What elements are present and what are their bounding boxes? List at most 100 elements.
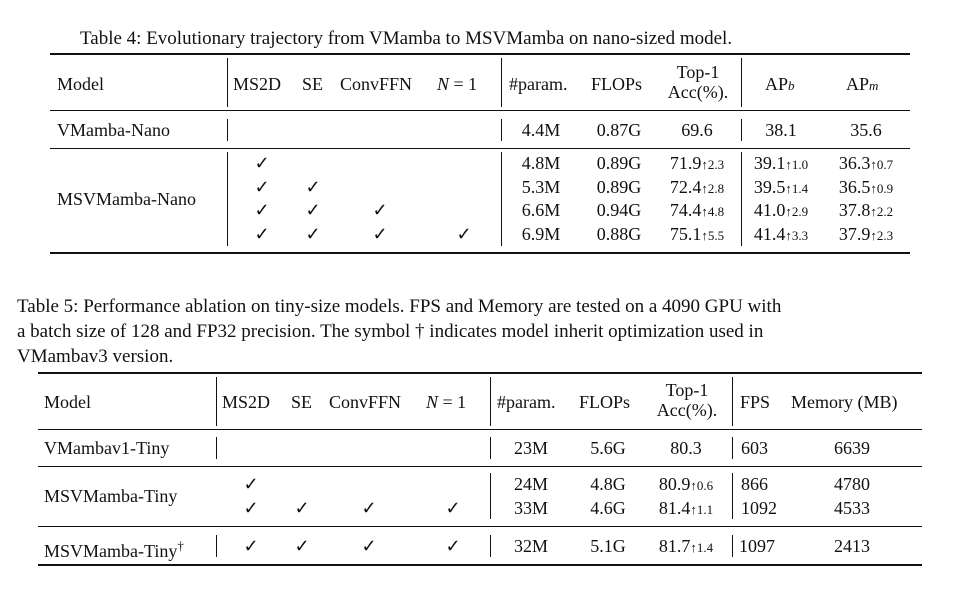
t4-vline-model <box>227 58 228 107</box>
t5-row0-flops: 5.6G <box>590 438 626 458</box>
table4-top-rule <box>50 53 910 55</box>
t4-header-se: SE <box>302 74 324 94</box>
t5-r2-n1-check: ✓ <box>445 498 461 518</box>
t4-r1-ms2d-check: ✓ <box>254 153 270 173</box>
t4-vline-model-g <box>227 152 228 246</box>
t5-header-convffn: ConvFFN <box>329 392 402 412</box>
t4-r4-convffn-check: ✓ <box>372 224 388 244</box>
t4-row2-param: 5.3M <box>521 177 561 197</box>
table4-caption: Table 4: Evolutionary trajectory from VM… <box>80 28 733 49</box>
t5-r2-convffn-check: ✓ <box>361 498 377 518</box>
t4-vline-n1 <box>501 58 502 107</box>
t5-row2-fps: 1092 <box>741 498 777 518</box>
t4-row3-apb: 41.0↑2.9 <box>753 200 809 220</box>
t4-row0-param: 4.4M <box>521 120 561 140</box>
t4-row3-param: 6.6M <box>521 200 561 220</box>
t5-r3-convffn-check: ✓ <box>361 536 377 556</box>
t4-vline-top1-g <box>741 152 742 246</box>
t4-header-top1: Top-1 Acc(%). <box>667 62 729 102</box>
t5-header-memory: Memory (MB) <box>791 392 898 412</box>
t4-vline-n1-r0 <box>501 119 502 141</box>
t5-vline-model <box>216 377 217 426</box>
t5-row1-flops: 4.8G <box>590 474 626 494</box>
t4-r3-se-check: ✓ <box>305 200 321 220</box>
t5-header-fps: FPS <box>740 392 771 412</box>
t5-r3-ms2d-check: ✓ <box>243 536 259 556</box>
table4-header-rule <box>50 110 910 111</box>
t4-row3-apm: 37.8↑2.2 <box>838 200 894 220</box>
table5-caption-line2: a batch size of 128 and FP32 precision. … <box>17 321 764 342</box>
t4-row1-top1: 71.9↑2.3 <box>669 153 725 173</box>
t5-r2-se-check: ✓ <box>294 498 310 518</box>
t4-row2-apm: 36.5↑0.9 <box>838 177 894 197</box>
t5-row2-flops: 4.6G <box>590 498 626 518</box>
t5-r3-se-check: ✓ <box>294 536 310 556</box>
t5-row1-top1: 80.9↑0.6 <box>658 474 714 494</box>
dagger-mark: † <box>177 538 184 553</box>
t4-row4-top1: 75.1↑5.5 <box>669 224 725 244</box>
t5-r3-n1-check: ✓ <box>445 536 461 556</box>
t5-vline-top1-r3 <box>732 535 733 557</box>
t4-row4-apb: 41.4↑3.3 <box>753 224 809 244</box>
t4-r4-ms2d-check: ✓ <box>254 224 270 244</box>
t5-row1-param: 24M <box>513 474 549 494</box>
t4-r4-se-check: ✓ <box>305 224 321 244</box>
t5-header-flops: FLOPs <box>579 392 631 412</box>
t4-row0-apm: 35.6 <box>850 120 882 140</box>
t4-header-apb: APb <box>765 74 795 94</box>
t5-vline-top1 <box>732 377 733 426</box>
t5-vline-model-r0 <box>216 437 217 459</box>
t4-header-convffn: ConvFFN <box>340 74 413 94</box>
t5-row0-memory: 6639 <box>834 438 870 458</box>
t5-vline-n1-r0 <box>490 437 491 459</box>
t4-header-apm: APm <box>846 74 879 94</box>
table5-mid-rule1 <box>38 466 922 467</box>
t4-row0-apb: 38.1 <box>765 120 797 140</box>
t5-row1-memory: 4780 <box>834 474 870 494</box>
t5-row3-model: MSVMamba-Tiny† <box>44 538 184 561</box>
t5-row0-fps: 603 <box>741 438 768 458</box>
t4-r3-convffn-check: ✓ <box>372 200 388 220</box>
t4-row0-model: VMamba-Nano <box>57 120 170 140</box>
t5-header-top1: Top-1 Acc(%). <box>656 380 718 420</box>
t5-row2-top1: 81.4↑1.1 <box>658 498 714 518</box>
t5-header-param: #param. <box>497 392 556 412</box>
t5-vline-n1-r3 <box>490 535 491 557</box>
t5-header-ms2d: MS2D <box>222 392 271 412</box>
t5-row0-param: 23M <box>513 438 549 458</box>
t5-r2-ms2d-check: ✓ <box>243 498 259 518</box>
t5-vline-model-r3 <box>216 535 217 557</box>
t4-row3-flops: 0.94G <box>596 200 642 220</box>
t5-row3-fps: 1097 <box>739 536 775 556</box>
t5-vline-n1 <box>490 377 491 426</box>
t4-row4-flops: 0.88G <box>596 224 642 244</box>
t4-row2-apb: 39.5↑1.4 <box>753 177 809 197</box>
t4-row4-param: 6.9M <box>521 224 561 244</box>
t4-row0-top1: 69.6 <box>681 120 713 140</box>
table5-mid-rule2 <box>38 526 922 527</box>
t4-row0-flops: 0.87G <box>596 120 642 140</box>
t4-header-ms2d: MS2D <box>233 74 282 94</box>
t5-row3-param: 32M <box>513 536 549 556</box>
t4-row1-flops: 0.89G <box>596 153 642 173</box>
t5-row3-top1: 81.7↑1.4 <box>658 536 714 556</box>
t5-header-model: Model <box>44 392 91 412</box>
t4-row1-apm: 36.3↑0.7 <box>838 153 894 173</box>
t4-r4-n1-check: ✓ <box>456 224 472 244</box>
t4-row1-apb: 39.1↑1.0 <box>753 153 809 173</box>
table5-top-rule <box>38 372 922 374</box>
t4-r3-ms2d-check: ✓ <box>254 200 270 220</box>
t5-row2-memory: 4533 <box>834 498 870 518</box>
table5-bottom-rule <box>38 564 922 566</box>
t4-row1-model: MSVMamba-Nano <box>57 189 196 209</box>
t4-row4-apm: 37.9↑2.3 <box>838 224 894 244</box>
t4-r2-se-check: ✓ <box>305 177 321 197</box>
t5-vline-n1-g <box>490 473 491 519</box>
table5-caption-line1: Table 5: Performance ablation on tiny-si… <box>17 296 782 317</box>
table4-mid-rule <box>50 148 910 149</box>
t4-header-param: #param. <box>509 74 568 94</box>
t5-row0-model: VMambav1-Tiny <box>44 438 170 458</box>
table5-header-rule <box>38 429 922 430</box>
table5-caption-line3: VMambav3 version. <box>17 346 174 367</box>
t4-vline-n1-g <box>501 152 502 246</box>
